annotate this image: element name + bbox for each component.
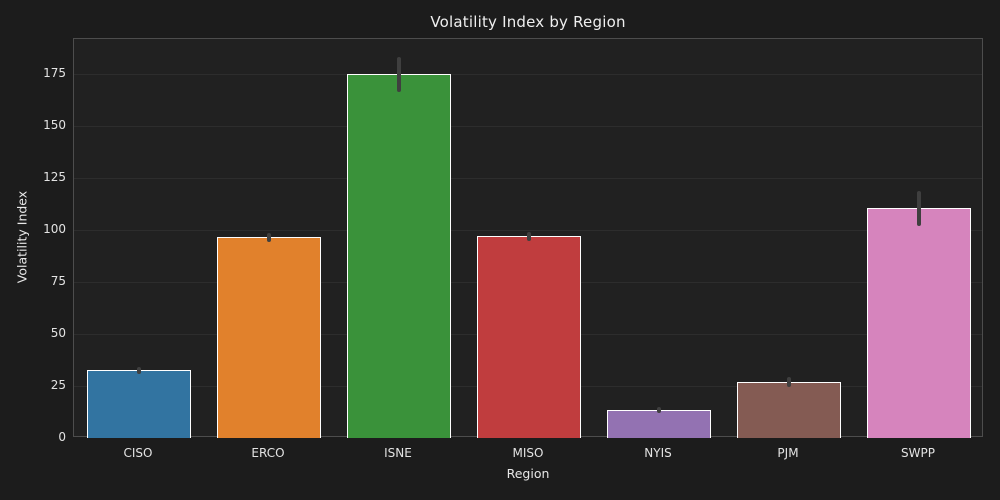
y-tick-25: 25 bbox=[50, 378, 66, 393]
bar-miso bbox=[477, 236, 581, 438]
gridline-y-100 bbox=[74, 230, 982, 232]
bar-isne bbox=[347, 74, 451, 438]
bar-erco bbox=[217, 237, 321, 438]
x-tick-pjm: PJM bbox=[777, 446, 799, 460]
y-tick-0: 0 bbox=[58, 430, 66, 444]
y-tick-175: 175 bbox=[43, 66, 66, 81]
x-axis-label: Region bbox=[506, 466, 550, 481]
y-tick-75: 75 bbox=[50, 274, 66, 289]
error-bar-ciso bbox=[137, 367, 141, 374]
gridline-y-175 bbox=[74, 74, 982, 76]
bar-nyis bbox=[607, 409, 711, 438]
error-bar-swpp bbox=[917, 190, 921, 227]
bar-ciso bbox=[87, 370, 191, 438]
plot-area bbox=[73, 38, 983, 438]
x-tick-isne: ISNE bbox=[384, 446, 412, 460]
y-tick-100: 100 bbox=[43, 222, 66, 237]
x-tick-erco: ERCO bbox=[251, 446, 285, 460]
y-tick-150: 150 bbox=[43, 118, 66, 133]
y-tick-125: 125 bbox=[43, 170, 66, 185]
chart-title: Volatility Index by Region bbox=[430, 13, 626, 31]
bar-swpp bbox=[867, 208, 971, 438]
gridline-y-150 bbox=[74, 126, 982, 128]
error-bar-pjm bbox=[787, 376, 791, 388]
x-tick-ciso: CISO bbox=[123, 446, 153, 460]
error-bar-erco bbox=[267, 233, 271, 242]
gridline-y-125 bbox=[74, 178, 982, 180]
y-tick-50: 50 bbox=[50, 326, 66, 341]
x-tick-swpp: SWPP bbox=[901, 446, 935, 460]
x-tick-miso: MISO bbox=[512, 446, 544, 460]
error-bar-nyis bbox=[657, 406, 661, 414]
bar-pjm bbox=[737, 381, 841, 438]
error-bar-isne bbox=[397, 56, 401, 92]
error-bar-miso bbox=[527, 232, 531, 241]
x-tick-nyis: NYIS bbox=[644, 446, 672, 460]
